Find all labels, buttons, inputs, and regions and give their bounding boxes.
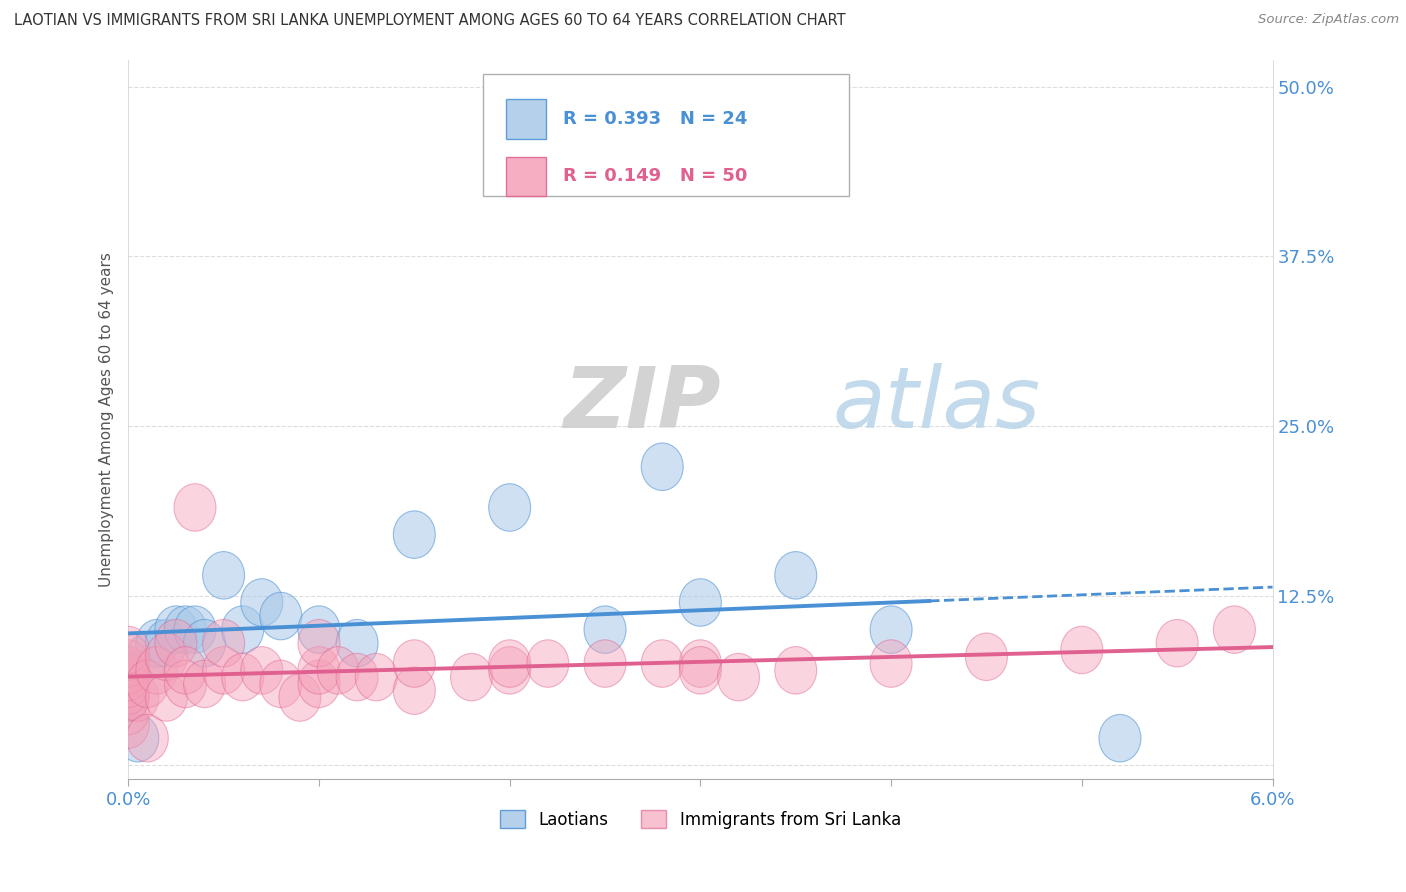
Ellipse shape <box>717 653 759 701</box>
Ellipse shape <box>679 579 721 626</box>
Text: LAOTIAN VS IMMIGRANTS FROM SRI LANKA UNEMPLOYMENT AMONG AGES 60 TO 64 YEARS CORR: LAOTIAN VS IMMIGRANTS FROM SRI LANKA UNE… <box>14 13 845 29</box>
Ellipse shape <box>107 640 149 688</box>
Ellipse shape <box>356 653 396 701</box>
Ellipse shape <box>394 640 436 688</box>
Ellipse shape <box>298 606 340 653</box>
Ellipse shape <box>775 551 817 599</box>
Ellipse shape <box>336 619 378 667</box>
Ellipse shape <box>127 714 169 762</box>
Ellipse shape <box>679 640 721 688</box>
Text: ZIP: ZIP <box>562 363 721 446</box>
Ellipse shape <box>775 647 817 694</box>
Ellipse shape <box>240 579 283 626</box>
Ellipse shape <box>136 647 177 694</box>
Ellipse shape <box>202 647 245 694</box>
Ellipse shape <box>127 660 169 707</box>
Ellipse shape <box>394 511 436 558</box>
Ellipse shape <box>489 647 530 694</box>
Ellipse shape <box>298 619 340 667</box>
Ellipse shape <box>583 606 626 653</box>
Ellipse shape <box>184 619 225 667</box>
Ellipse shape <box>1213 606 1256 653</box>
Ellipse shape <box>145 673 187 722</box>
Ellipse shape <box>583 640 626 688</box>
Ellipse shape <box>278 673 321 722</box>
Ellipse shape <box>489 483 530 532</box>
Ellipse shape <box>174 606 217 653</box>
Ellipse shape <box>336 653 378 701</box>
Legend: Laotians, Immigrants from Sri Lanka: Laotians, Immigrants from Sri Lanka <box>494 804 908 835</box>
Ellipse shape <box>117 714 159 762</box>
Ellipse shape <box>450 653 492 701</box>
Ellipse shape <box>489 640 530 688</box>
Ellipse shape <box>174 483 217 532</box>
FancyBboxPatch shape <box>484 74 849 196</box>
Ellipse shape <box>107 701 149 748</box>
Ellipse shape <box>165 606 207 653</box>
Ellipse shape <box>107 673 149 722</box>
Ellipse shape <box>298 647 340 694</box>
Ellipse shape <box>222 653 264 701</box>
Ellipse shape <box>222 606 264 653</box>
Ellipse shape <box>870 640 912 688</box>
FancyBboxPatch shape <box>506 157 546 196</box>
Ellipse shape <box>318 647 359 694</box>
FancyBboxPatch shape <box>506 99 546 139</box>
Ellipse shape <box>165 660 207 707</box>
Y-axis label: Unemployment Among Ages 60 to 64 years: Unemployment Among Ages 60 to 64 years <box>100 252 114 587</box>
Ellipse shape <box>107 660 149 707</box>
Ellipse shape <box>679 647 721 694</box>
Ellipse shape <box>260 592 302 640</box>
Ellipse shape <box>107 688 149 735</box>
Text: Source: ZipAtlas.com: Source: ZipAtlas.com <box>1258 13 1399 27</box>
Ellipse shape <box>202 551 245 599</box>
Text: atlas: atlas <box>832 363 1040 446</box>
Ellipse shape <box>641 640 683 688</box>
Text: R = 0.393   N = 24: R = 0.393 N = 24 <box>562 110 748 128</box>
Ellipse shape <box>641 443 683 491</box>
Ellipse shape <box>107 633 149 681</box>
Ellipse shape <box>155 619 197 667</box>
Ellipse shape <box>1156 619 1198 667</box>
Ellipse shape <box>1062 626 1102 673</box>
Ellipse shape <box>240 647 283 694</box>
Ellipse shape <box>165 647 207 694</box>
Text: R = 0.149   N = 50: R = 0.149 N = 50 <box>562 168 748 186</box>
Ellipse shape <box>117 673 159 722</box>
Ellipse shape <box>107 667 149 714</box>
Ellipse shape <box>527 640 569 688</box>
Ellipse shape <box>145 633 187 681</box>
Ellipse shape <box>107 647 149 694</box>
Ellipse shape <box>145 619 187 667</box>
Ellipse shape <box>107 626 149 673</box>
Ellipse shape <box>1099 714 1140 762</box>
Ellipse shape <box>107 653 149 701</box>
Ellipse shape <box>966 633 1008 681</box>
Ellipse shape <box>260 660 302 707</box>
Ellipse shape <box>107 673 149 722</box>
Ellipse shape <box>136 619 177 667</box>
Ellipse shape <box>184 660 225 707</box>
Ellipse shape <box>127 633 169 681</box>
Ellipse shape <box>107 647 149 694</box>
Ellipse shape <box>202 619 245 667</box>
Ellipse shape <box>298 660 340 707</box>
Ellipse shape <box>155 606 197 653</box>
Ellipse shape <box>870 606 912 653</box>
Ellipse shape <box>394 667 436 714</box>
